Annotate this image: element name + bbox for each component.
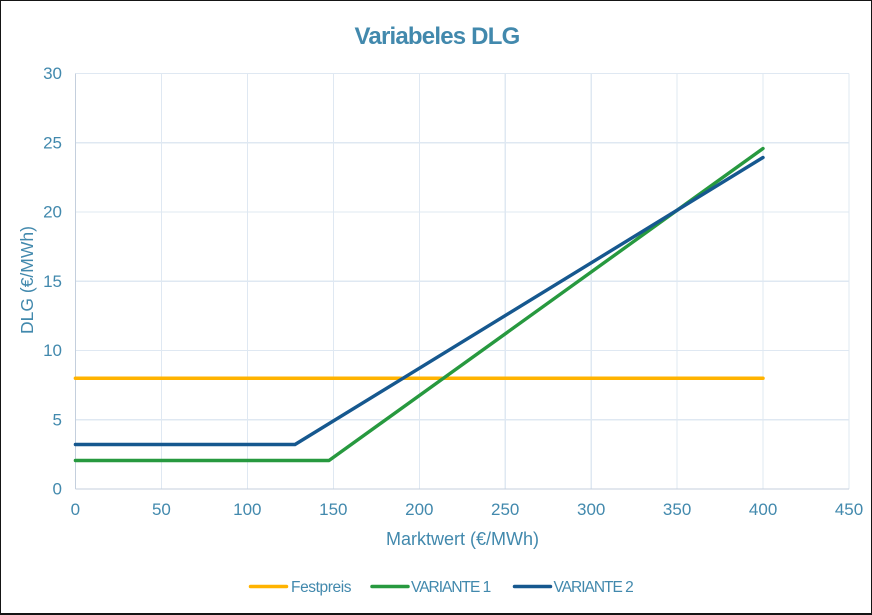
svg-text:Festpreis: Festpreis — [291, 579, 352, 596]
svg-text:Variabeles DLG: Variabeles DLG — [355, 23, 520, 50]
svg-text:VARIANTE 2: VARIANTE 2 — [554, 579, 634, 596]
svg-text:300: 300 — [577, 500, 605, 519]
svg-text:5: 5 — [53, 410, 62, 429]
svg-text:20: 20 — [43, 203, 62, 222]
svg-text:30: 30 — [43, 64, 62, 83]
svg-text:0: 0 — [53, 480, 62, 499]
svg-text:50: 50 — [152, 500, 171, 519]
svg-text:250: 250 — [491, 500, 519, 519]
svg-text:450: 450 — [835, 500, 863, 519]
svg-text:0: 0 — [71, 500, 80, 519]
svg-text:150: 150 — [319, 500, 347, 519]
svg-text:350: 350 — [663, 500, 691, 519]
svg-text:10: 10 — [43, 341, 62, 360]
svg-text:DLG (€/MWh): DLG (€/MWh) — [17, 226, 37, 334]
svg-text:Marktwert (€/MWh): Marktwert (€/MWh) — [386, 529, 539, 549]
svg-text:VARIANTE 1: VARIANTE 1 — [411, 579, 491, 596]
svg-text:15: 15 — [43, 272, 62, 291]
svg-text:100: 100 — [233, 500, 261, 519]
svg-text:400: 400 — [749, 500, 777, 519]
svg-text:25: 25 — [43, 133, 62, 152]
svg-text:200: 200 — [405, 500, 433, 519]
